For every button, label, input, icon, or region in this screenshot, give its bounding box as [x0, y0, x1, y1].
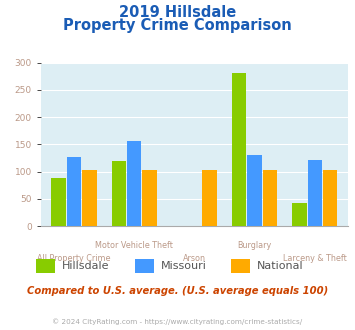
- Bar: [247, 155, 262, 226]
- Bar: [82, 170, 97, 226]
- Bar: [263, 170, 277, 226]
- Text: © 2024 CityRating.com - https://www.cityrating.com/crime-statistics/: © 2024 CityRating.com - https://www.city…: [53, 318, 302, 325]
- Bar: [307, 160, 322, 226]
- Bar: [323, 170, 337, 226]
- Text: National: National: [257, 261, 303, 271]
- Text: Arson: Arson: [183, 254, 206, 263]
- Bar: [67, 157, 81, 226]
- Text: Burglary: Burglary: [237, 241, 272, 250]
- Bar: [127, 141, 141, 226]
- Text: Hillsdale: Hillsdale: [61, 261, 109, 271]
- Text: Larceny & Theft: Larceny & Theft: [283, 254, 347, 263]
- Text: 2019 Hillsdale: 2019 Hillsdale: [119, 5, 236, 20]
- Text: All Property Crime: All Property Crime: [37, 254, 111, 263]
- Bar: [111, 161, 126, 226]
- Bar: [202, 170, 217, 226]
- Text: Motor Vehicle Theft: Motor Vehicle Theft: [95, 241, 173, 250]
- Bar: [232, 73, 246, 226]
- Bar: [51, 178, 66, 226]
- Text: Property Crime Comparison: Property Crime Comparison: [63, 18, 292, 33]
- Text: Missouri: Missouri: [161, 261, 207, 271]
- Bar: [292, 203, 307, 226]
- Bar: [142, 170, 157, 226]
- Text: Compared to U.S. average. (U.S. average equals 100): Compared to U.S. average. (U.S. average …: [27, 286, 328, 296]
